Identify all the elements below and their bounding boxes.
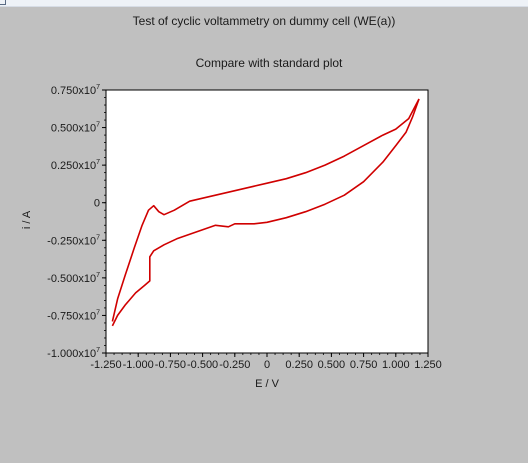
plot-subtitle: Compare with standard plot <box>196 56 343 70</box>
y-tick-exponent: 7 <box>96 272 100 279</box>
y-tick-label: -0.250x107 <box>47 234 100 247</box>
cv-forward-sweep <box>111 98 420 322</box>
y-tick-label: 0.750x107 <box>51 84 100 97</box>
y-tick-exponent: 7 <box>96 309 100 316</box>
cv-return-sweep <box>111 98 420 327</box>
x-tick-label: 1.000 <box>382 359 410 371</box>
x-tick-label: 0 <box>264 359 270 371</box>
x-tick-label: -0.750 <box>155 359 186 371</box>
y-tick-exponent: 7 <box>96 159 100 166</box>
y-tick-mantissa: -0.750x10 <box>47 310 96 322</box>
y-tick-exponent: 7 <box>96 234 100 241</box>
y-tick-mantissa: 0 <box>94 198 100 210</box>
y-tick-mantissa: -0.250x10 <box>47 235 96 247</box>
x-tick-label: 0.750 <box>350 359 378 371</box>
y-tick-exponent: 7 <box>96 122 100 129</box>
x-tick-label: 0.500 <box>318 359 346 371</box>
x-axis: -1.250 -1.000 -0.750 -0.500 -0.250 0 0.250 0.50… <box>90 353 442 371</box>
page-title: Test of cyclic voltammetry on dummy cell… <box>132 14 396 28</box>
x-tick-label: -0.250 <box>219 359 250 371</box>
x-tick-label: -1.000 <box>123 359 154 371</box>
y-axis-title: i / A <box>21 210 33 229</box>
y-tick-mantissa: -1.000x10 <box>47 348 96 360</box>
x-tick-label: 0.250 <box>285 359 313 371</box>
cv-curves <box>111 98 420 327</box>
y-tick-mantissa: 0.250x10 <box>51 160 96 172</box>
y-tick-label: 0.250x107 <box>51 159 100 172</box>
y-tick-mantissa: -0.500x10 <box>47 273 96 285</box>
window-top-strip <box>0 0 528 7</box>
y-tick-mantissa: 0.500x10 <box>51 123 96 135</box>
window-edge-fragment <box>0 0 6 5</box>
x-tick-label: -1.250 <box>90 359 121 371</box>
y-tick-label: -0.750x107 <box>47 309 100 322</box>
y-tick-mantissa: 0.750x10 <box>51 85 96 97</box>
x-tick-label: 1.250 <box>414 359 442 371</box>
y-tick-label: 0 <box>94 198 100 210</box>
y-tick-label: 0.500x107 <box>51 122 100 135</box>
y-tick-exponent: 7 <box>96 347 100 354</box>
y-axis: 0.750x1070.500x1070.250x1070-0.250x107-0… <box>47 84 106 360</box>
x-tick-label: -0.500 <box>187 359 218 371</box>
x-axis-title: E / V <box>255 378 280 390</box>
y-tick-exponent: 7 <box>96 84 100 91</box>
y-tick-label: -0.500x107 <box>47 272 100 285</box>
y-tick-label: -1.000x107 <box>47 347 100 360</box>
